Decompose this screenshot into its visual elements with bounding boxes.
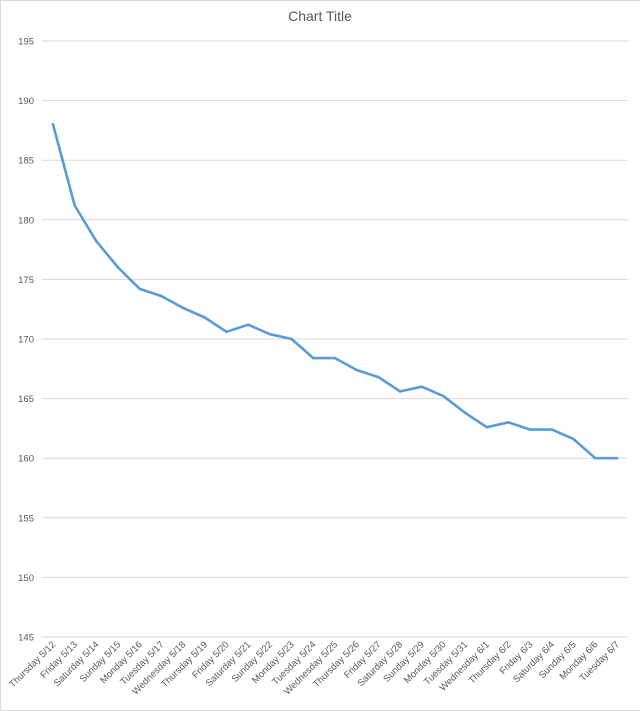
data-point [398,390,402,393]
data-point [73,204,76,207]
y-tick-label: 190 [18,96,34,107]
y-tick-label: 160 [18,454,34,465]
data-point [181,306,185,310]
data-point [485,425,489,429]
data-point [528,428,532,431]
gridlines [42,40,628,638]
y-tick-label: 185 [18,156,34,167]
data-point [333,356,337,360]
data-point [246,323,250,326]
data-point [138,287,142,291]
y-tick-label: 145 [18,633,34,644]
data-point [377,375,380,379]
data-point [615,456,619,460]
series-line [51,123,619,460]
data-point [203,316,207,319]
data-point [95,239,98,243]
data-point [51,123,55,126]
data-point [312,356,315,360]
series-layer [51,123,619,460]
y-tick-label: 180 [18,215,34,226]
data-point [290,337,293,341]
data-point [420,385,424,388]
data-point [507,421,510,424]
data-point [225,330,228,334]
data-point [550,428,554,431]
data-point [572,437,575,441]
y-tick-label: 155 [18,513,34,524]
data-point [355,368,358,372]
y-tick-label: 165 [18,394,34,405]
data-point [594,456,597,460]
y-tick-label: 150 [18,573,34,584]
data-point [268,332,272,336]
y-tick-label: 170 [18,335,34,346]
data-point [442,394,445,398]
chart-title: Chart Title [288,8,352,24]
data-point [160,294,163,298]
y-axis-tick-labels: 145 150 155 160 165 170 175 180 185 190 195 [18,37,34,644]
data-point [463,411,467,415]
data-point [116,266,120,269]
y-tick-label: 195 [18,37,34,48]
y-tick-label: 175 [18,275,34,286]
